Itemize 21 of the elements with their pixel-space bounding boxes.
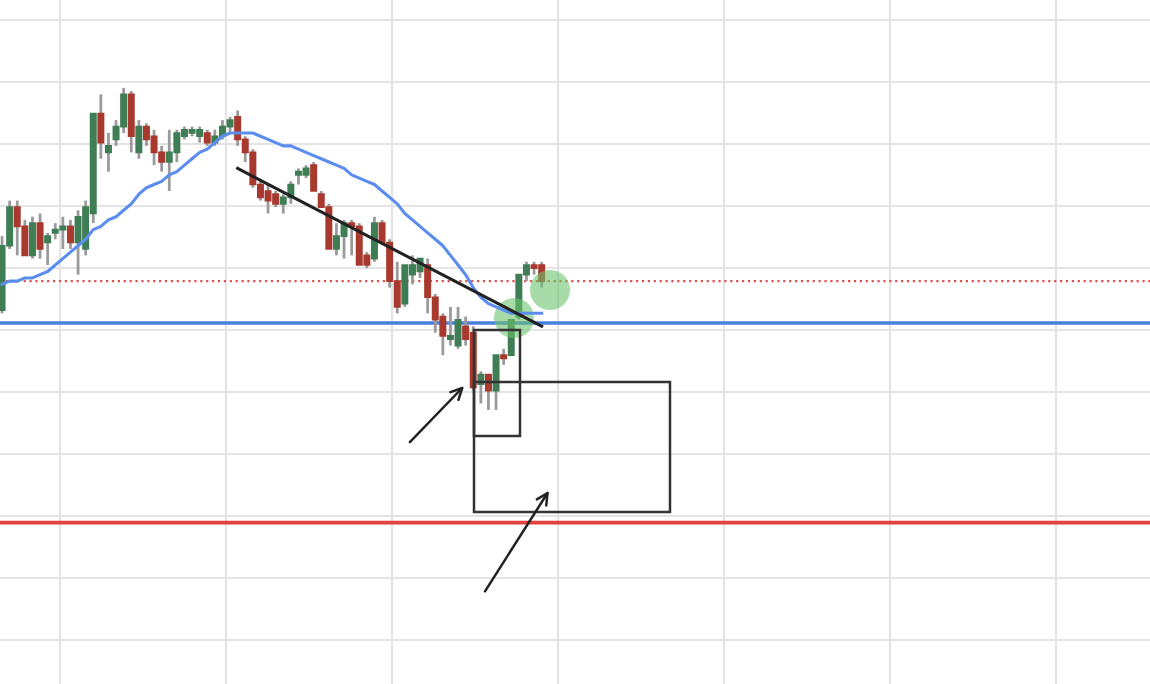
candlestick (264, 183, 272, 215)
candlestick (36, 212, 44, 260)
candlestick (310, 160, 318, 193)
candlestick (74, 208, 82, 277)
candlestick (355, 221, 363, 267)
candlestick (150, 128, 158, 167)
candlestick (370, 215, 378, 264)
candlestick (66, 218, 74, 251)
candlestick (13, 199, 21, 257)
candlestick (446, 305, 454, 347)
candlestick (401, 263, 409, 309)
candlestick (332, 221, 340, 257)
candlestick (127, 89, 135, 154)
candlestick (165, 128, 173, 193)
candlestick (59, 215, 67, 251)
candlestick (507, 318, 515, 357)
candlestick (44, 231, 52, 267)
candlestick (28, 215, 36, 260)
candlestick (454, 305, 462, 351)
candlestick (538, 260, 546, 289)
candlestick (492, 353, 500, 412)
